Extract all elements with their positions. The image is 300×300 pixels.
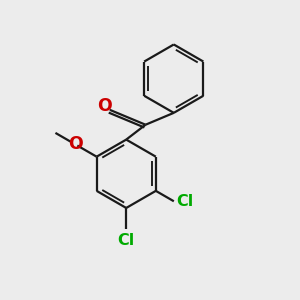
Text: O: O	[68, 135, 83, 153]
Text: Cl: Cl	[176, 194, 194, 209]
Text: Cl: Cl	[118, 233, 135, 248]
Text: O: O	[97, 97, 112, 115]
